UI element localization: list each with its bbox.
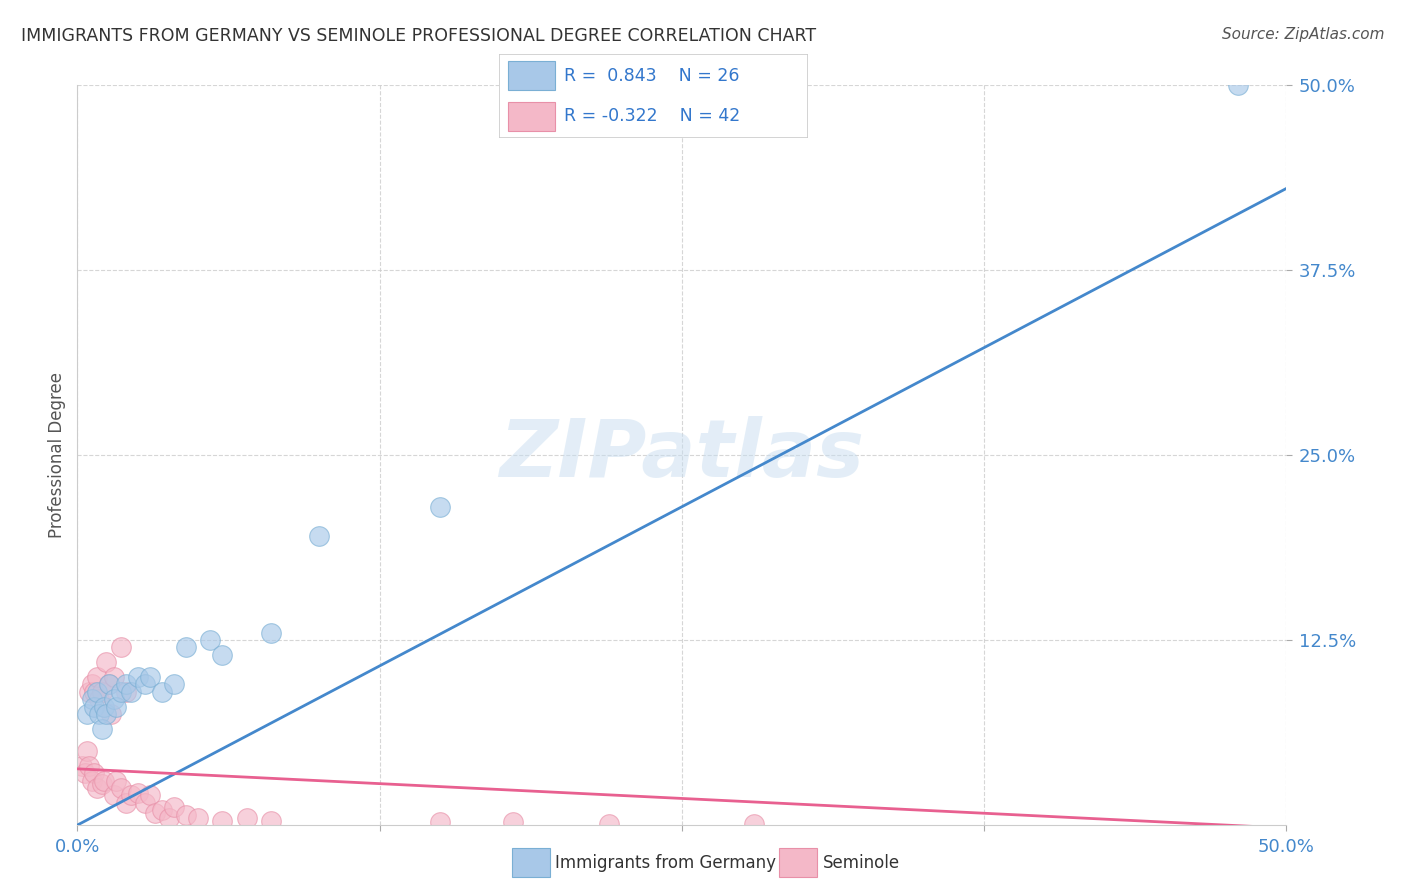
Point	[139, 670, 162, 684]
Point	[143, 806, 166, 821]
Point	[83, 685, 105, 699]
Point	[502, 815, 524, 830]
Point	[80, 773, 103, 788]
Point	[103, 670, 125, 684]
Point	[86, 685, 108, 699]
Point	[200, 633, 222, 648]
Point	[103, 692, 125, 706]
Text: Immigrants from Germany: Immigrants from Germany	[555, 854, 776, 871]
Point	[120, 789, 142, 803]
FancyBboxPatch shape	[499, 54, 808, 138]
Point	[174, 807, 197, 822]
Point	[114, 685, 136, 699]
Point	[139, 789, 162, 803]
Point	[86, 781, 108, 796]
Text: Source: ZipAtlas.com: Source: ZipAtlas.com	[1222, 27, 1385, 42]
Point	[105, 699, 128, 714]
Point	[97, 677, 120, 691]
Point	[150, 685, 173, 699]
Point	[744, 816, 766, 830]
Point	[110, 640, 132, 655]
Point	[211, 814, 233, 828]
Point	[114, 677, 136, 691]
Point	[97, 677, 120, 691]
FancyBboxPatch shape	[509, 62, 555, 90]
Point	[87, 692, 110, 706]
Point	[90, 777, 112, 791]
Point	[127, 670, 149, 684]
Point	[83, 699, 105, 714]
Point	[598, 816, 620, 830]
Point	[96, 706, 118, 721]
Point	[120, 685, 142, 699]
Point	[93, 699, 115, 714]
Point	[80, 692, 103, 706]
FancyBboxPatch shape	[509, 102, 555, 130]
Text: Seminole: Seminole	[823, 854, 900, 871]
Point	[187, 811, 209, 825]
Point	[90, 685, 112, 699]
Point	[127, 785, 149, 799]
Point	[90, 722, 112, 736]
Point	[96, 655, 118, 669]
Point	[174, 640, 197, 655]
Point	[100, 706, 122, 721]
Text: IMMIGRANTS FROM GERMANY VS SEMINOLE PROFESSIONAL DEGREE CORRELATION CHART: IMMIGRANTS FROM GERMANY VS SEMINOLE PROF…	[21, 27, 817, 45]
Point	[150, 803, 173, 817]
Point	[103, 789, 125, 803]
Point	[134, 796, 156, 810]
Point	[114, 796, 136, 810]
Point	[211, 648, 233, 662]
Point	[79, 685, 101, 699]
Point	[260, 814, 283, 828]
Point	[79, 759, 101, 773]
Point	[1227, 78, 1250, 92]
Point	[157, 811, 180, 825]
Y-axis label: Professional Degree: Professional Degree	[48, 372, 66, 538]
Point	[105, 773, 128, 788]
Point	[134, 677, 156, 691]
Point	[260, 625, 283, 640]
Point	[86, 670, 108, 684]
Point	[163, 677, 186, 691]
Point	[429, 815, 451, 830]
Point	[110, 781, 132, 796]
Point	[235, 811, 257, 825]
Point	[429, 500, 451, 514]
Point	[87, 706, 110, 721]
Point	[110, 685, 132, 699]
Point	[80, 677, 103, 691]
Point	[93, 773, 115, 788]
Point	[83, 766, 105, 780]
Point	[76, 744, 98, 758]
Text: R =  0.843    N = 26: R = 0.843 N = 26	[564, 67, 740, 85]
Point	[163, 800, 186, 814]
Point	[70, 759, 93, 773]
Text: R = -0.322    N = 42: R = -0.322 N = 42	[564, 107, 741, 125]
Point	[308, 529, 330, 543]
Text: ZIPatlas: ZIPatlas	[499, 416, 865, 494]
Point	[73, 766, 96, 780]
Point	[76, 706, 98, 721]
